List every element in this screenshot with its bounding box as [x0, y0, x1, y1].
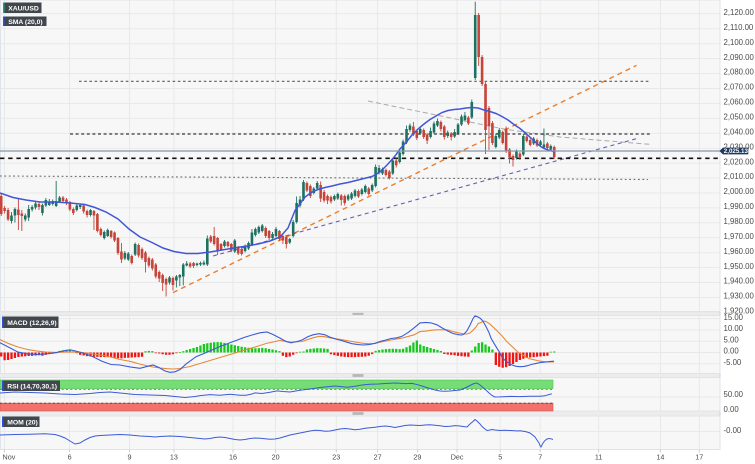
svg-text:50.00: 50.00: [724, 390, 744, 399]
svg-text:9: 9: [128, 453, 132, 462]
svg-text:1,980.00: 1,980.00: [724, 217, 755, 226]
svg-text:6: 6: [68, 453, 72, 462]
svg-text:Nov: Nov: [3, 453, 16, 462]
svg-text:7: 7: [538, 453, 542, 462]
svg-text:1,930.00: 1,930.00: [724, 292, 755, 301]
svg-text:29: 29: [413, 453, 421, 462]
svg-text:13: 13: [170, 453, 178, 462]
svg-text:2,070.00: 2,070.00: [724, 83, 755, 92]
svg-text:17: 17: [695, 453, 703, 462]
svg-text:2,030.00: 2,030.00: [724, 142, 755, 151]
svg-text:1,960.00: 1,960.00: [724, 247, 755, 256]
svg-text:15.00: 15.00: [724, 313, 744, 322]
svg-text:MACD (12,26,9): MACD (12,26,9): [7, 320, 56, 327]
svg-text:SMA (20,0): SMA (20,0): [8, 19, 43, 26]
svg-text:2,020.00: 2,020.00: [724, 157, 755, 166]
svg-text:20: 20: [272, 453, 280, 462]
svg-text:0.00: 0.00: [724, 347, 740, 356]
svg-text:23: 23: [332, 453, 340, 462]
svg-text:2,025.13: 2,025.13: [724, 148, 749, 155]
svg-text:2,060.00: 2,060.00: [724, 98, 755, 107]
svg-text:-5.00: -5.00: [724, 358, 742, 367]
svg-text:2,040.00: 2,040.00: [724, 127, 755, 136]
svg-text:16: 16: [229, 453, 237, 462]
svg-text:2,010.00: 2,010.00: [724, 172, 755, 181]
svg-text:2,120.00: 2,120.00: [724, 8, 755, 17]
svg-text:1,920.00: 1,920.00: [724, 307, 755, 316]
svg-text:1,950.00: 1,950.00: [724, 262, 755, 271]
svg-text:RSI (14,70,30,1): RSI (14,70,30,1): [7, 383, 57, 390]
svg-text:Dec: Dec: [451, 453, 464, 462]
svg-text:27: 27: [374, 453, 382, 462]
svg-text:1,990.00: 1,990.00: [724, 202, 755, 211]
svg-text:0.00: 0.00: [724, 405, 740, 414]
svg-text:XAU/USD: XAU/USD: [8, 5, 39, 12]
svg-text:5.00: 5.00: [724, 335, 740, 344]
svg-text:11: 11: [595, 453, 602, 462]
svg-text:2,110.00: 2,110.00: [724, 23, 754, 32]
svg-text:5: 5: [498, 453, 502, 462]
svg-text:2,050.00: 2,050.00: [724, 113, 755, 122]
svg-text:MOM (20): MOM (20): [7, 419, 38, 426]
svg-text:2,090.00: 2,090.00: [724, 53, 755, 62]
svg-text:2,100.00: 2,100.00: [724, 38, 755, 47]
svg-text:10.00: 10.00: [724, 324, 744, 333]
svg-text:14: 14: [656, 453, 664, 462]
svg-text:1,940.00: 1,940.00: [724, 277, 755, 286]
svg-text:2,080.00: 2,080.00: [724, 68, 755, 77]
svg-text:1,970.00: 1,970.00: [724, 232, 755, 241]
svg-text:2,000.00: 2,000.00: [724, 187, 755, 196]
svg-text:-0.00: -0.00: [724, 426, 742, 435]
